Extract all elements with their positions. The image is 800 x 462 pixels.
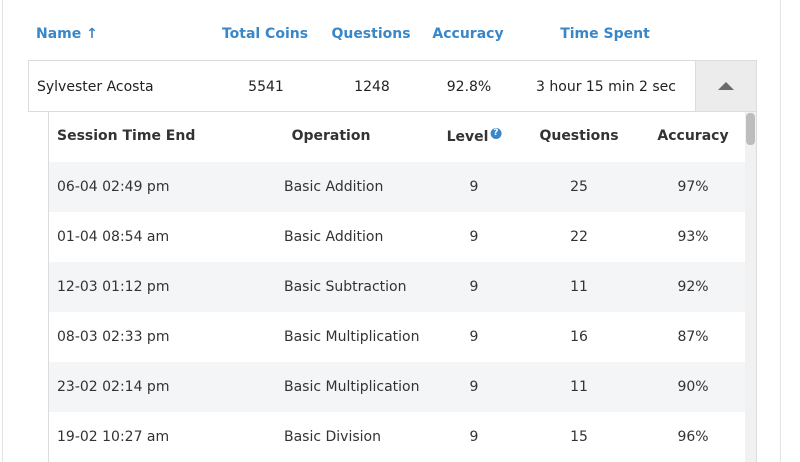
session-level: 9 xyxy=(469,279,479,295)
session-operation: Basic Addition xyxy=(284,179,384,195)
table-row: 06-04 02:49 pm Basic Addition 9 25 97% xyxy=(49,162,746,212)
session-operation: Basic Division xyxy=(284,429,381,445)
session-level: 9 xyxy=(469,229,479,245)
session-time: 06-04 02:49 pm xyxy=(57,179,170,195)
student-row[interactable]: Sylvester Acosta 5541 1248 92.8% 3 hour … xyxy=(28,60,757,112)
column-header-accuracy[interactable]: Accuracy xyxy=(432,26,504,42)
session-accuracy: 97% xyxy=(677,179,709,195)
column-header-questions[interactable]: Questions xyxy=(331,26,411,42)
session-level: 9 xyxy=(469,379,479,395)
scrollbar[interactable] xyxy=(745,112,756,462)
student-accuracy: 92.8% xyxy=(446,79,492,95)
table-row: 19-02 10:27 am Basic Division 9 15 96% xyxy=(49,412,746,462)
student-name: Sylvester Acosta xyxy=(37,79,154,95)
column-header-total-coins[interactable]: Total Coins xyxy=(221,26,309,42)
session-time: 08-03 02:33 pm xyxy=(57,329,170,345)
session-operation: Basic Multiplication xyxy=(284,329,420,345)
session-header-accuracy: Accuracy xyxy=(657,128,729,144)
session-questions: 22 xyxy=(570,229,588,245)
session-accuracy: 93% xyxy=(677,229,709,245)
session-time: 01-04 08:54 am xyxy=(57,229,170,245)
help-icon[interactable]: ? xyxy=(490,128,502,139)
session-questions: 11 xyxy=(570,279,588,295)
session-level: 9 xyxy=(469,429,479,445)
session-operation: Basic Addition xyxy=(284,229,384,245)
session-level: 9 xyxy=(469,329,479,345)
session-accuracy: 96% xyxy=(677,429,709,445)
session-accuracy: 92% xyxy=(677,279,709,295)
table-row: 08-03 02:33 pm Basic Multiplication 9 16… xyxy=(49,312,746,362)
session-operation: Basic Subtraction xyxy=(284,279,407,295)
session-header-operation: Operation xyxy=(291,128,371,144)
table-row: 01-04 08:54 am Basic Addition 9 22 93% xyxy=(49,212,746,262)
table-header: Name ↑ Total Coins Questions Accuracy Ti… xyxy=(0,0,800,60)
chevron-up-icon xyxy=(718,82,734,90)
sort-arrow-icon: ↑ xyxy=(86,26,98,42)
session-details-panel: Session Time End Operation Level? Questi… xyxy=(48,112,757,462)
column-header-name[interactable]: Name ↑ xyxy=(36,26,98,42)
session-header-level: Level? xyxy=(447,128,502,145)
scrollbar-thumb[interactable] xyxy=(746,113,755,145)
session-table-header: Session Time End Operation Level? Questi… xyxy=(49,112,746,163)
session-time: 23-02 02:14 pm xyxy=(57,379,170,395)
session-header-questions: Questions xyxy=(539,128,619,144)
column-header-name-label: Name xyxy=(36,26,82,42)
session-time: 19-02 10:27 am xyxy=(57,429,170,445)
session-operation: Basic Multiplication xyxy=(284,379,420,395)
report-frame xyxy=(2,0,781,462)
session-questions: 15 xyxy=(570,429,588,445)
student-questions: 1248 xyxy=(354,79,390,95)
student-time-spent: 3 hour 15 min 2 sec xyxy=(536,79,676,95)
session-header-time-end: Session Time End xyxy=(57,128,196,144)
session-questions: 25 xyxy=(570,179,588,195)
column-header-time-spent[interactable]: Time Spent xyxy=(560,26,650,42)
table-row: 12-03 01:12 pm Basic Subtraction 9 11 92… xyxy=(49,262,746,312)
table-row: 23-02 02:14 pm Basic Multiplication 9 11… xyxy=(49,362,746,412)
session-time: 12-03 01:12 pm xyxy=(57,279,170,295)
session-header-level-label: Level xyxy=(446,129,489,145)
session-questions: 11 xyxy=(570,379,588,395)
session-accuracy: 87% xyxy=(677,329,709,345)
session-questions: 16 xyxy=(570,329,588,345)
session-level: 9 xyxy=(469,179,479,195)
student-total-coins: 5541 xyxy=(248,79,284,95)
collapse-button[interactable] xyxy=(695,61,756,111)
session-accuracy: 90% xyxy=(677,379,709,395)
